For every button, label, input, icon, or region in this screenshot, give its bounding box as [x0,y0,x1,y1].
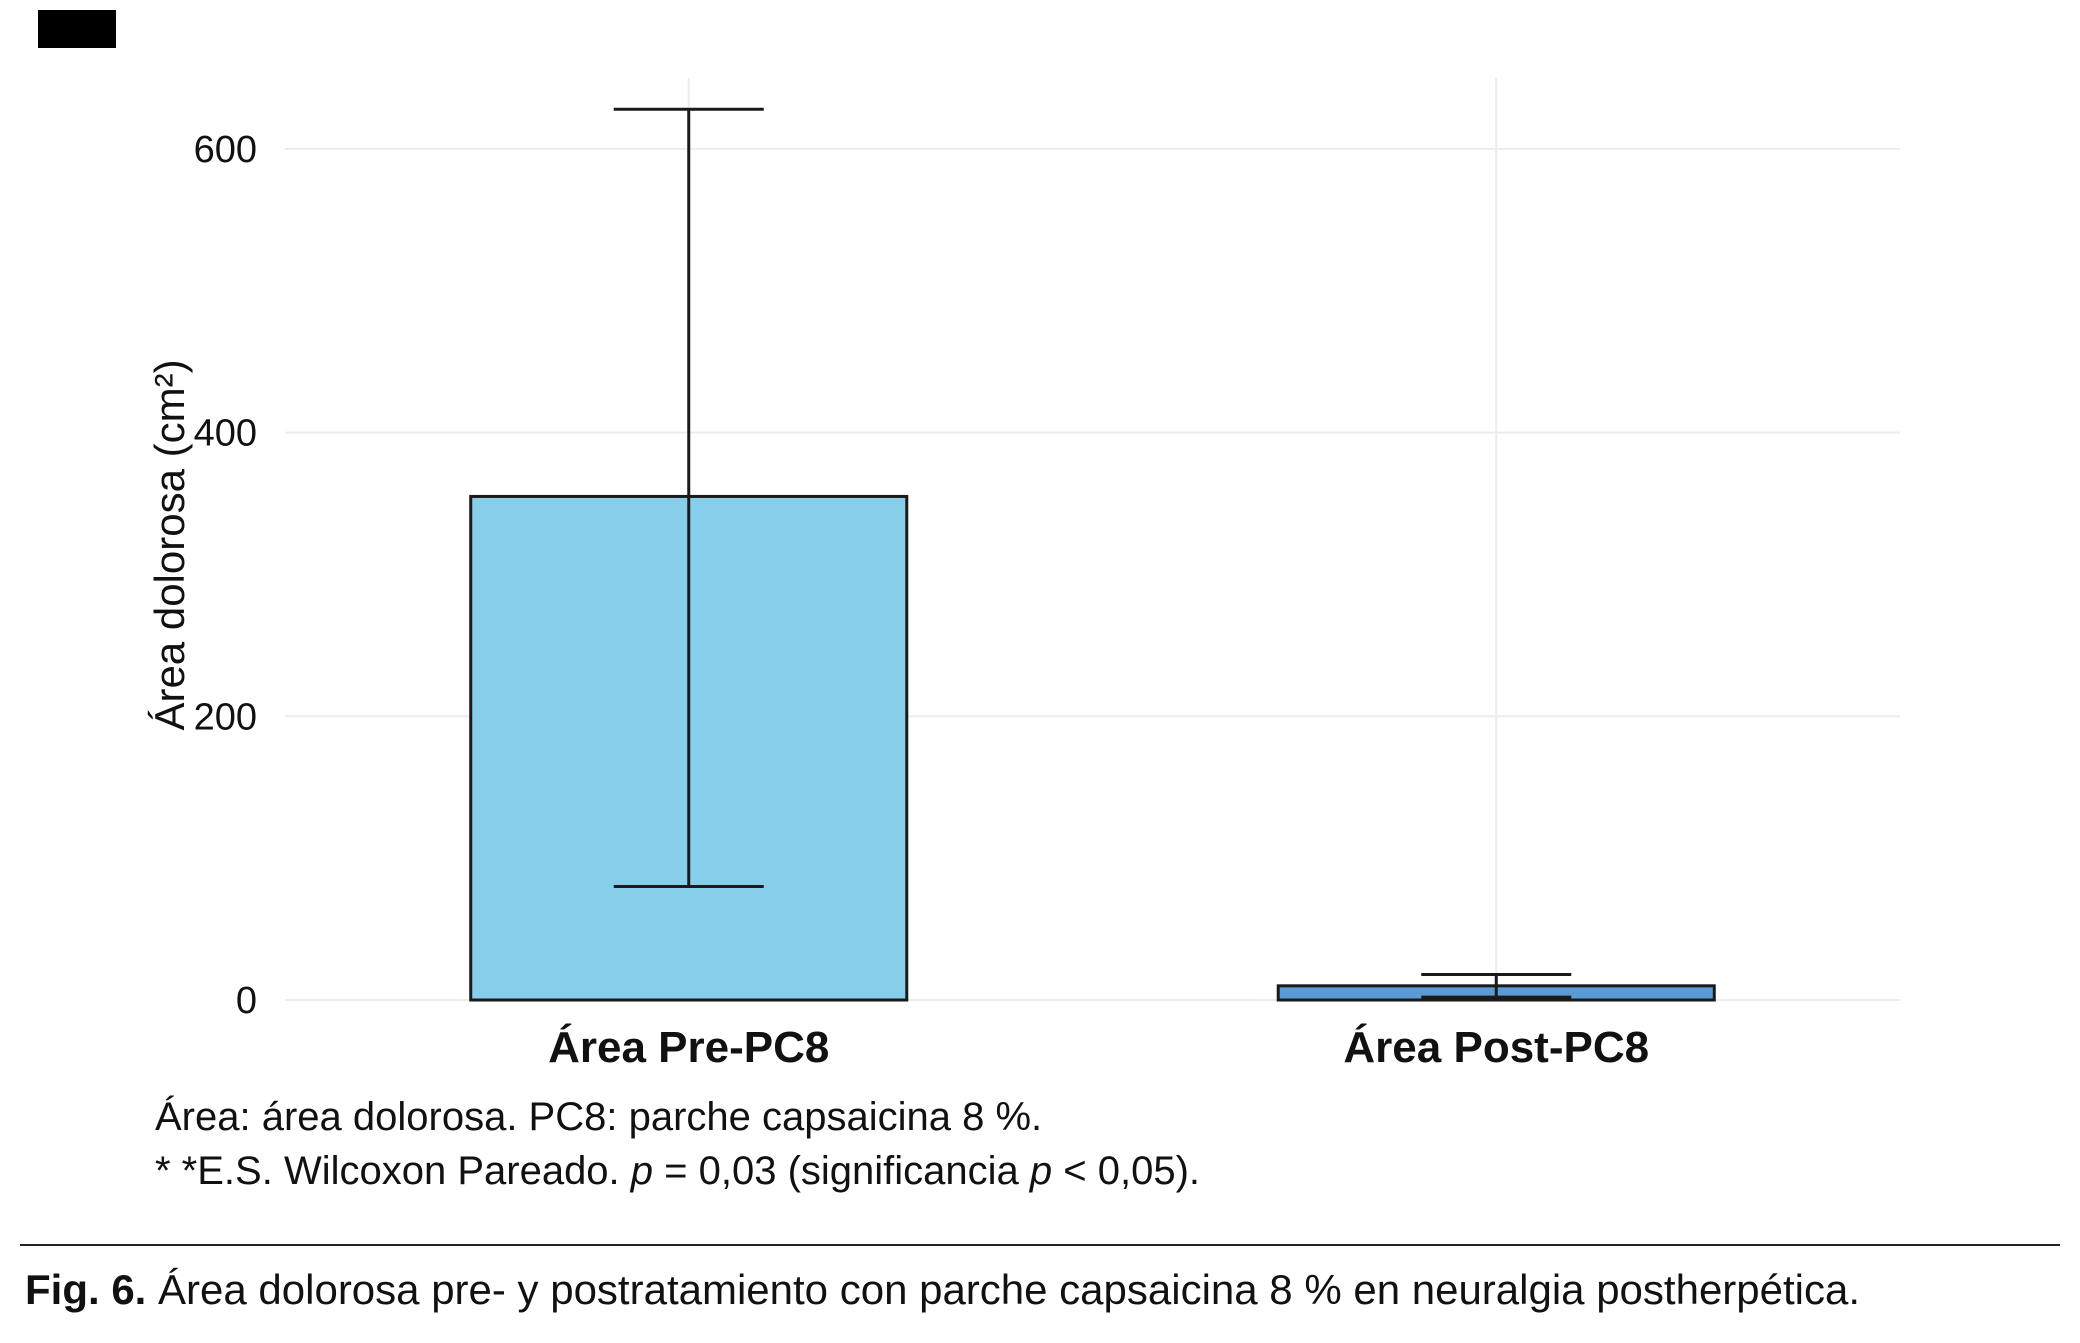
svg-text:0: 0 [236,980,257,1022]
svg-text:Área Pre-PC8: Área Pre-PC8 [548,1022,829,1072]
bar-chart-canvas: 0 200 400 600 Área Pre-PC8 Área Post-PC8 [194,78,1900,1072]
note-line-2: * *E.S. Wilcoxon Pareado. p = 0,03 (sign… [155,1144,1200,1198]
svg-text:400: 400 [194,413,257,455]
svg-text:200: 200 [194,696,257,738]
svg-text:Área Post-PC8: Área Post-PC8 [1343,1022,1649,1072]
bar-chart: 0 200 400 600 Área Pre-PC8 Área Post-PC8 Área… [146,78,1900,1072]
note2-prefix: * *E.S. Wilcoxon Pareado. [155,1149,631,1193]
y-axis-label: Área dolorosa (cm²) [146,359,193,731]
figure-caption: Fig. 6. Área dolorosa pre- y postratamie… [25,1266,1860,1314]
note2-end: < 0,05). [1052,1149,1201,1193]
note2-p-symbol: p [630,1149,654,1193]
note-line-1: Área: área dolorosa. PC8: parche capsaic… [155,1095,1043,1139]
note2-p-symbol-2: p [1029,1149,1053,1193]
caption-divider [20,1244,2060,1246]
svg-text:600: 600 [194,129,257,171]
corner-mark [38,10,116,48]
caption-text: Área dolorosa pre- y postratamiento con … [146,1266,1861,1313]
figure-notes: Área: área dolorosa. PC8: parche capsaic… [155,1090,1200,1198]
note2-middle: = 0,03 (significancia [653,1149,1030,1193]
figure-number: Fig. 6. [25,1266,147,1313]
